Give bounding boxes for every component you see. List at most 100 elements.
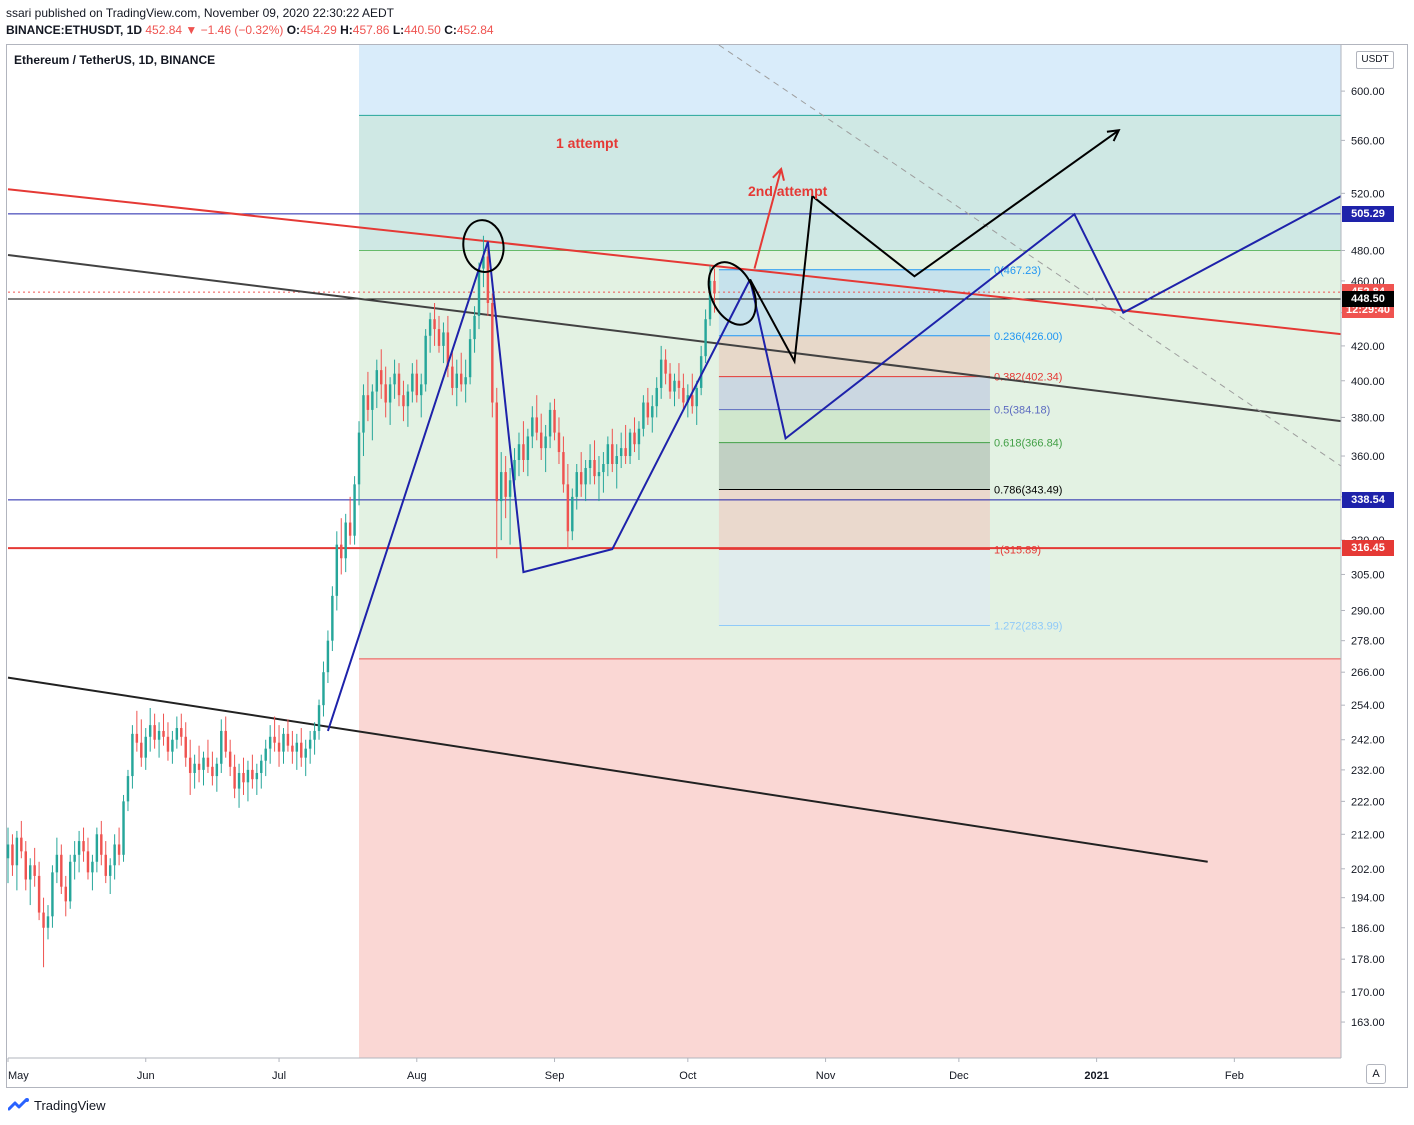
price-tick-label: 400.00: [1351, 376, 1385, 388]
candle-body: [28, 865, 32, 880]
candle-body: [291, 745, 294, 752]
candle-body: [597, 472, 601, 477]
currency-button[interactable]: USDT: [1356, 51, 1394, 69]
candle-body: [313, 730, 316, 740]
candle-body: [708, 280, 712, 320]
price-tick-label: 266.00: [1351, 667, 1385, 679]
candle-body: [37, 875, 41, 913]
price-tag: 448.50: [1342, 290, 1394, 307]
candle-body: [255, 772, 259, 780]
candle-body: [659, 359, 663, 388]
symbol-title: Ethereum / TetherUS, 1D, BINANCE: [14, 53, 216, 67]
projection-black-path: [749, 129, 1120, 365]
price-tick-label: 163.00: [1351, 1017, 1385, 1029]
candle-body: [375, 370, 379, 392]
candle-body: [197, 763, 201, 770]
price-tick-label: 242.00: [1351, 735, 1385, 747]
annotation-second-attempt: 2nd attempt: [748, 183, 828, 199]
fib-zone: [718, 549, 990, 626]
circle-highlight-first: [462, 219, 505, 273]
candle-body: [557, 432, 561, 453]
candle-body: [606, 444, 610, 465]
candle-body: [122, 801, 125, 855]
price-tick-label: 380.00: [1351, 412, 1385, 424]
candle-body: [300, 742, 303, 758]
candle-body: [126, 776, 130, 802]
projection-red-arrow: [753, 168, 783, 269]
candle-body: [451, 366, 454, 388]
candle-body: [504, 472, 507, 497]
candle-body: [260, 760, 263, 773]
candle-body: [15, 837, 19, 866]
candle-body: [224, 730, 227, 752]
auto-scale-button[interactable]: A: [1366, 1064, 1386, 1084]
candle-body: [233, 766, 236, 789]
candle-body: [668, 373, 672, 392]
candle-body: [642, 402, 645, 429]
candle-body: [317, 705, 321, 731]
candle-body: [713, 280, 716, 294]
fib-level-label: 1.272(283.99): [994, 620, 1063, 632]
fib-zone: [718, 489, 990, 550]
candle-body: [615, 456, 618, 465]
candle-body: [51, 872, 54, 917]
candle-body: [77, 841, 81, 855]
candle-body: [651, 406, 654, 418]
candle-body: [211, 766, 214, 777]
candle-body: [113, 844, 116, 866]
candle-body: [664, 359, 667, 374]
footer: TradingView: [8, 1097, 106, 1113]
candle-body: [526, 436, 530, 460]
candle-body: [699, 356, 703, 388]
candle-body: [64, 886, 67, 902]
candle-body: [308, 739, 312, 749]
candle-body: [162, 730, 165, 737]
fib-zone: [718, 376, 990, 410]
candle-body: [682, 387, 685, 403]
candle-body: [646, 402, 650, 418]
price-tick-label: 178.00: [1351, 954, 1385, 966]
price-tag: 338.54: [1342, 491, 1394, 508]
candle-body: [331, 595, 334, 641]
candle-body: [73, 854, 76, 862]
candle-body: [344, 522, 347, 559]
candle-body: [446, 332, 450, 367]
fib-level-label: 1(315.89): [994, 544, 1041, 556]
candle-body: [371, 391, 374, 410]
candle-body: [326, 640, 330, 673]
candle-body: [6, 844, 10, 859]
candle-body: [131, 733, 134, 777]
candle-body: [539, 432, 543, 449]
time-tick-label: Feb: [1225, 1070, 1244, 1082]
candle-body: [117, 844, 121, 855]
chart-frame[interactable]: [6, 44, 1408, 1088]
close-value: 452.84: [456, 23, 494, 37]
candle-body: [459, 373, 463, 385]
arrow-head-icon: [1106, 129, 1121, 142]
time-tick-label: Aug: [407, 1070, 427, 1082]
candle-body: [571, 496, 574, 532]
candle-body: [55, 854, 59, 873]
candle-body: [566, 484, 570, 532]
candle-body: [95, 834, 99, 862]
open-value: 454.29: [300, 23, 337, 37]
open-label: O:: [286, 23, 301, 37]
candle-body: [384, 384, 387, 403]
candle-body: [442, 332, 445, 346]
price-tick-label: 600.00: [1351, 86, 1385, 98]
candle-body: [579, 472, 583, 485]
candle-body: [508, 480, 512, 497]
candle-body: [499, 472, 503, 502]
price-tick-label: 420.00: [1351, 341, 1385, 353]
candle-body: [406, 391, 410, 407]
candle-body: [237, 772, 241, 789]
candle-body: [33, 865, 36, 876]
long-target-zone-top: [359, 45, 1342, 116]
candle-body: [184, 736, 187, 758]
tradingview-logo-icon: [8, 1098, 29, 1111]
long-stop-zone: [359, 658, 1342, 1058]
candle-body: [695, 387, 698, 407]
fib-level-label: 0.786(343.49): [994, 485, 1063, 497]
candle-body: [135, 733, 139, 743]
